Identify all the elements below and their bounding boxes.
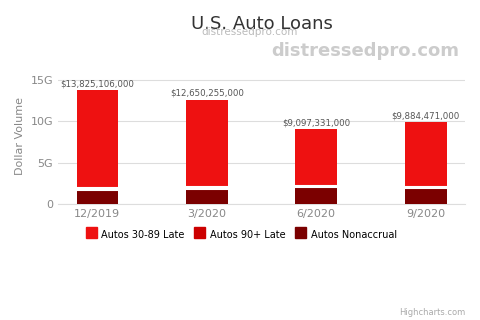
Text: $12,650,255,000: $12,650,255,000 (170, 89, 244, 98)
Bar (76, 90, 118, 188)
Text: Highcharts.com: Highcharts.com (399, 308, 466, 317)
Legend: Autos 30-89 Late, Autos 90+ Late, Autos Nonaccrual: Autos 30-89 Late, Autos 90+ Late, Autos … (85, 230, 397, 240)
Text: distressedpro.com: distressedpro.com (271, 42, 459, 60)
Bar (405, 188, 446, 204)
Bar (405, 123, 446, 187)
Bar (296, 186, 337, 188)
Text: $9,097,331,000: $9,097,331,000 (282, 118, 350, 127)
Bar (296, 188, 337, 204)
Text: $13,825,106,000: $13,825,106,000 (60, 79, 134, 88)
Bar (76, 188, 118, 190)
Bar (296, 129, 337, 186)
Bar (186, 187, 228, 189)
Y-axis label: Dollar Volume: Dollar Volume (15, 97, 25, 175)
Bar (405, 187, 446, 188)
Bar (186, 100, 228, 187)
Bar (186, 189, 228, 204)
Bar (76, 190, 118, 204)
Text: distressedpro.com: distressedpro.com (202, 27, 298, 37)
Title: U.S. Auto Loans: U.S. Auto Loans (191, 15, 333, 33)
Text: $9,884,471,000: $9,884,471,000 (392, 112, 460, 121)
